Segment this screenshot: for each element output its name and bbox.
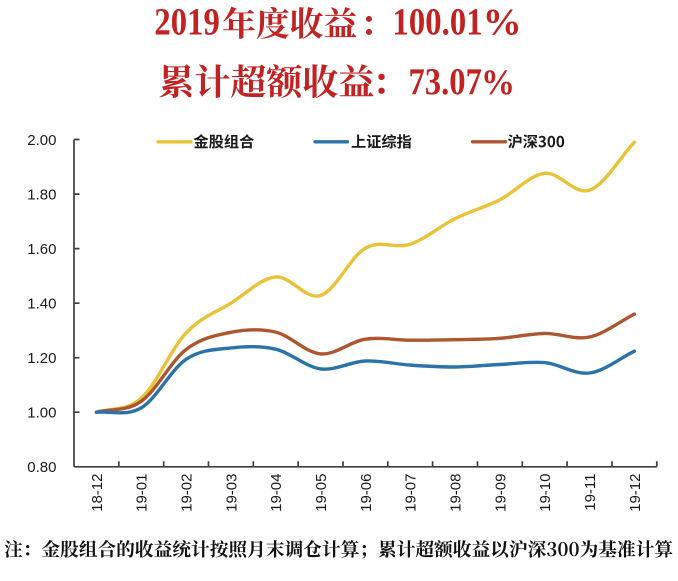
- svg-text:19-07: 19-07: [403, 474, 420, 512]
- svg-text:19-01: 19-01: [134, 474, 151, 512]
- svg-text:1.00: 1.00: [27, 405, 56, 422]
- svg-text:19-05: 19-05: [313, 474, 330, 512]
- svg-text:19-08: 19-08: [448, 474, 465, 512]
- svg-text:19-12: 19-12: [627, 474, 644, 512]
- svg-text:19-03: 19-03: [223, 474, 240, 512]
- svg-text:0.80: 0.80: [27, 459, 56, 476]
- svg-text:1.20: 1.20: [27, 350, 56, 367]
- svg-text:1.60: 1.60: [27, 241, 56, 258]
- svg-text:19-11: 19-11: [582, 474, 599, 511]
- svg-text:19-09: 19-09: [492, 474, 509, 512]
- svg-text:19-02: 19-02: [179, 474, 196, 512]
- svg-text:18-12: 18-12: [89, 474, 106, 512]
- svg-text:1.80: 1.80: [27, 186, 56, 203]
- svg-text:1.40: 1.40: [27, 296, 56, 313]
- svg-text:19-10: 19-10: [537, 474, 554, 512]
- svg-text:19-04: 19-04: [268, 474, 285, 512]
- svg-text:19-06: 19-06: [358, 474, 375, 512]
- svg-text:2.00: 2.00: [27, 132, 56, 149]
